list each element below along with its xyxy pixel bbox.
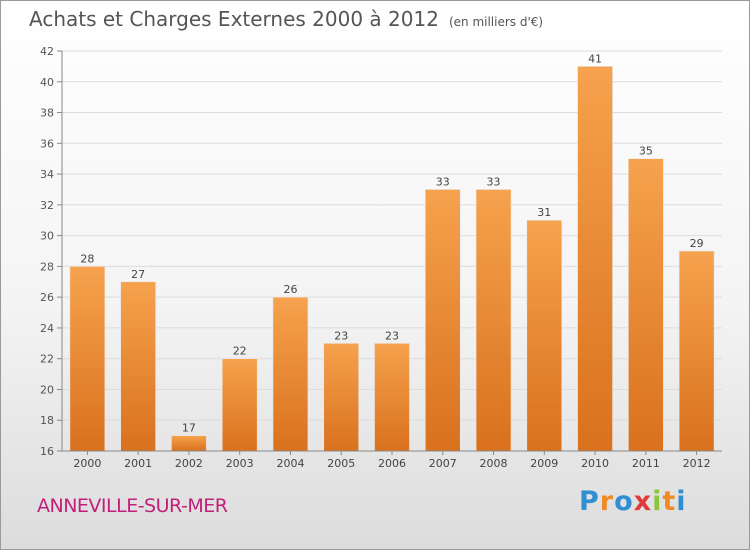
x-tick-label: 2000 (73, 457, 101, 470)
x-tick-label: 2004 (276, 457, 304, 470)
y-tick-label: 26 (40, 291, 54, 304)
x-tick-label: 2007 (429, 457, 457, 470)
logo-letter: x (633, 486, 653, 517)
y-axis: 16 18 20 22 24 26 28 30 32 34 36 38 40 42 (40, 45, 63, 458)
logo-letter: t (662, 486, 677, 517)
chart-title: Achats et Charges Externes 2000 à 2012 (e… (29, 7, 543, 31)
y-tick-label: 22 (40, 353, 54, 366)
bar (272, 296, 309, 452)
data-label: 27 (131, 268, 145, 281)
bar (69, 266, 106, 452)
logo-letter: i (676, 486, 687, 517)
bar (221, 358, 258, 452)
data-label: 28 (80, 252, 94, 265)
bar (374, 343, 410, 452)
logo-letter: P (579, 486, 600, 517)
logo-letter: o (614, 486, 634, 517)
data-label: 29 (690, 237, 704, 250)
logo-letter: r (599, 486, 615, 517)
bar (577, 66, 613, 452)
x-axis: 2000 2001 2002 2003 2004 2005 2006 2007 2008 2009… (62, 450, 722, 470)
chart-unit: (en milliers d'€) (448, 15, 544, 29)
bar (475, 189, 512, 452)
y-tick-label: 38 (40, 107, 54, 120)
x-tick-label: 2006 (378, 457, 406, 470)
bar (120, 281, 156, 452)
y-tick-label: 24 (40, 322, 54, 335)
data-label: 26 (283, 283, 297, 296)
logo-letter: i (652, 486, 663, 517)
bar (323, 343, 360, 452)
data-label: 35 (639, 145, 653, 158)
data-label: 31 (537, 206, 551, 219)
data-label: 23 (334, 329, 348, 342)
commune-name: ANNEVILLE-SUR-MER (37, 495, 228, 517)
y-tick-label: 28 (40, 260, 54, 273)
x-tick-label: 2003 (226, 457, 254, 470)
bar (628, 158, 664, 452)
x-tick-label: 2009 (530, 457, 558, 470)
x-tick-label: 2001 (124, 457, 152, 470)
x-tick-label: 2012 (683, 457, 711, 470)
bar (171, 435, 207, 452)
y-tick-label: 18 (40, 414, 54, 427)
data-label: 33 (436, 175, 450, 188)
y-tick-label: 30 (40, 230, 54, 243)
x-tick-label: 2010 (581, 457, 609, 470)
x-tick-label: 2008 (480, 457, 508, 470)
x-tick-label: 2002 (175, 457, 203, 470)
data-label: 41 (588, 52, 602, 65)
bar (424, 189, 461, 452)
y-tick-label: 32 (40, 199, 54, 212)
y-tick-label: 16 (40, 445, 54, 458)
x-tick-label: 2005 (327, 457, 355, 470)
y-tick-label: 40 (40, 76, 54, 89)
data-label: 22 (233, 345, 247, 358)
x-tick-label: 2011 (632, 457, 660, 470)
chart-title-text: Achats et Charges Externes 2000 à 2012 (29, 7, 439, 31)
y-tick-label: 36 (40, 137, 54, 150)
proxiti-logo: Proxiti (579, 486, 687, 517)
bar (526, 219, 563, 452)
bar (678, 250, 715, 452)
y-tick-label: 34 (40, 168, 54, 181)
data-label: 33 (487, 175, 501, 188)
y-tick-label: 20 (40, 383, 54, 396)
bars: 28 27 17 22 26 23 23 33 33 31 41 35 29 (69, 52, 715, 452)
y-tick-label: 42 (40, 45, 54, 58)
data-label: 17 (182, 422, 196, 435)
data-label: 23 (385, 329, 399, 342)
